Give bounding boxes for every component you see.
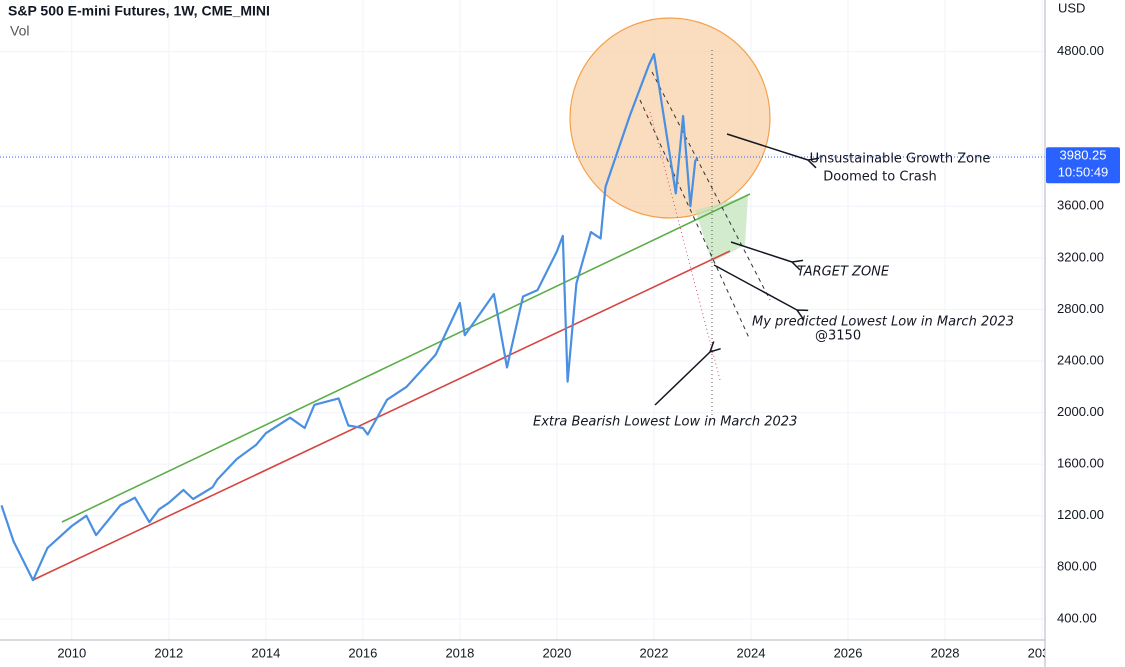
annotation: My predicted Lowest Low in March 2023 (752, 315, 1014, 330)
last-time: 10:50:49 (1058, 165, 1109, 180)
last-price-box (1046, 147, 1120, 184)
volume-label: Vol (10, 23, 29, 39)
x-tick-label: 2024 (737, 645, 766, 660)
upper-trend (61, 193, 751, 523)
target-zone (695, 196, 748, 262)
growth-zone (569, 17, 771, 219)
y-tick-label: 2800.00 (1057, 301, 1104, 316)
arrow (713, 264, 797, 310)
y-tick-label: 3600.00 (1057, 198, 1104, 213)
arrows (654, 133, 808, 406)
axis-unit: USD (1058, 0, 1085, 15)
x-axis: 2010 2012 2014 2016 2018 2020 2022 2024 2026 2028… (57, 645, 1057, 660)
annotation: Extra Bearish Lowest Low in March 2023 (533, 415, 797, 430)
x-tick-label: 2016 (348, 645, 377, 660)
x-tick-label: 2010 (57, 645, 86, 660)
channel-line (651, 71, 771, 301)
x-tick-label: 2020 (542, 645, 571, 660)
y-tick-label: 4800.00 (1057, 43, 1104, 58)
y-tick-label: 400.00 (1057, 610, 1097, 625)
drawings (0, 17, 1045, 581)
annotation: @3150 (815, 329, 861, 344)
lower-trend (32, 250, 731, 581)
y-tick-label: 2000.00 (1057, 404, 1104, 419)
arrow (730, 241, 792, 262)
y-tick-label: 800.00 (1057, 559, 1097, 574)
annotation: Unsustainable Growth Zone (810, 152, 991, 167)
x-tick-label: 2026 (834, 645, 863, 660)
x-tick-label: 2018 (445, 645, 474, 660)
x-tick-label: 2022 (640, 645, 669, 660)
x-tick-label: 2014 (251, 645, 280, 660)
y-tick-label: 1600.00 (1057, 456, 1104, 471)
y-tick-label: 1200.00 (1057, 507, 1104, 522)
price-line-series (0, 53, 699, 582)
y-tick-label: 2400.00 (1057, 352, 1104, 367)
last-price: 3980.25 (1060, 148, 1107, 163)
y-tick-label: 3200.00 (1057, 249, 1104, 264)
annotation: TARGET ZONE (797, 265, 890, 280)
x-tick-label: 2012 (154, 645, 183, 660)
x-tick-label: 2030 (1028, 645, 1057, 660)
arrow (726, 133, 808, 160)
annotation: Doomed to Crash (823, 170, 937, 185)
arrow (654, 352, 710, 406)
axes: 2010 2012 2014 2016 2018 2020 2022 2024 2026 2028… (57, 43, 1120, 660)
grid (0, 0, 1045, 640)
x-tick-label: 2028 (931, 645, 960, 660)
chart-title: S&P 500 E-mini Futures, 1W, CME_MINI (8, 3, 270, 19)
